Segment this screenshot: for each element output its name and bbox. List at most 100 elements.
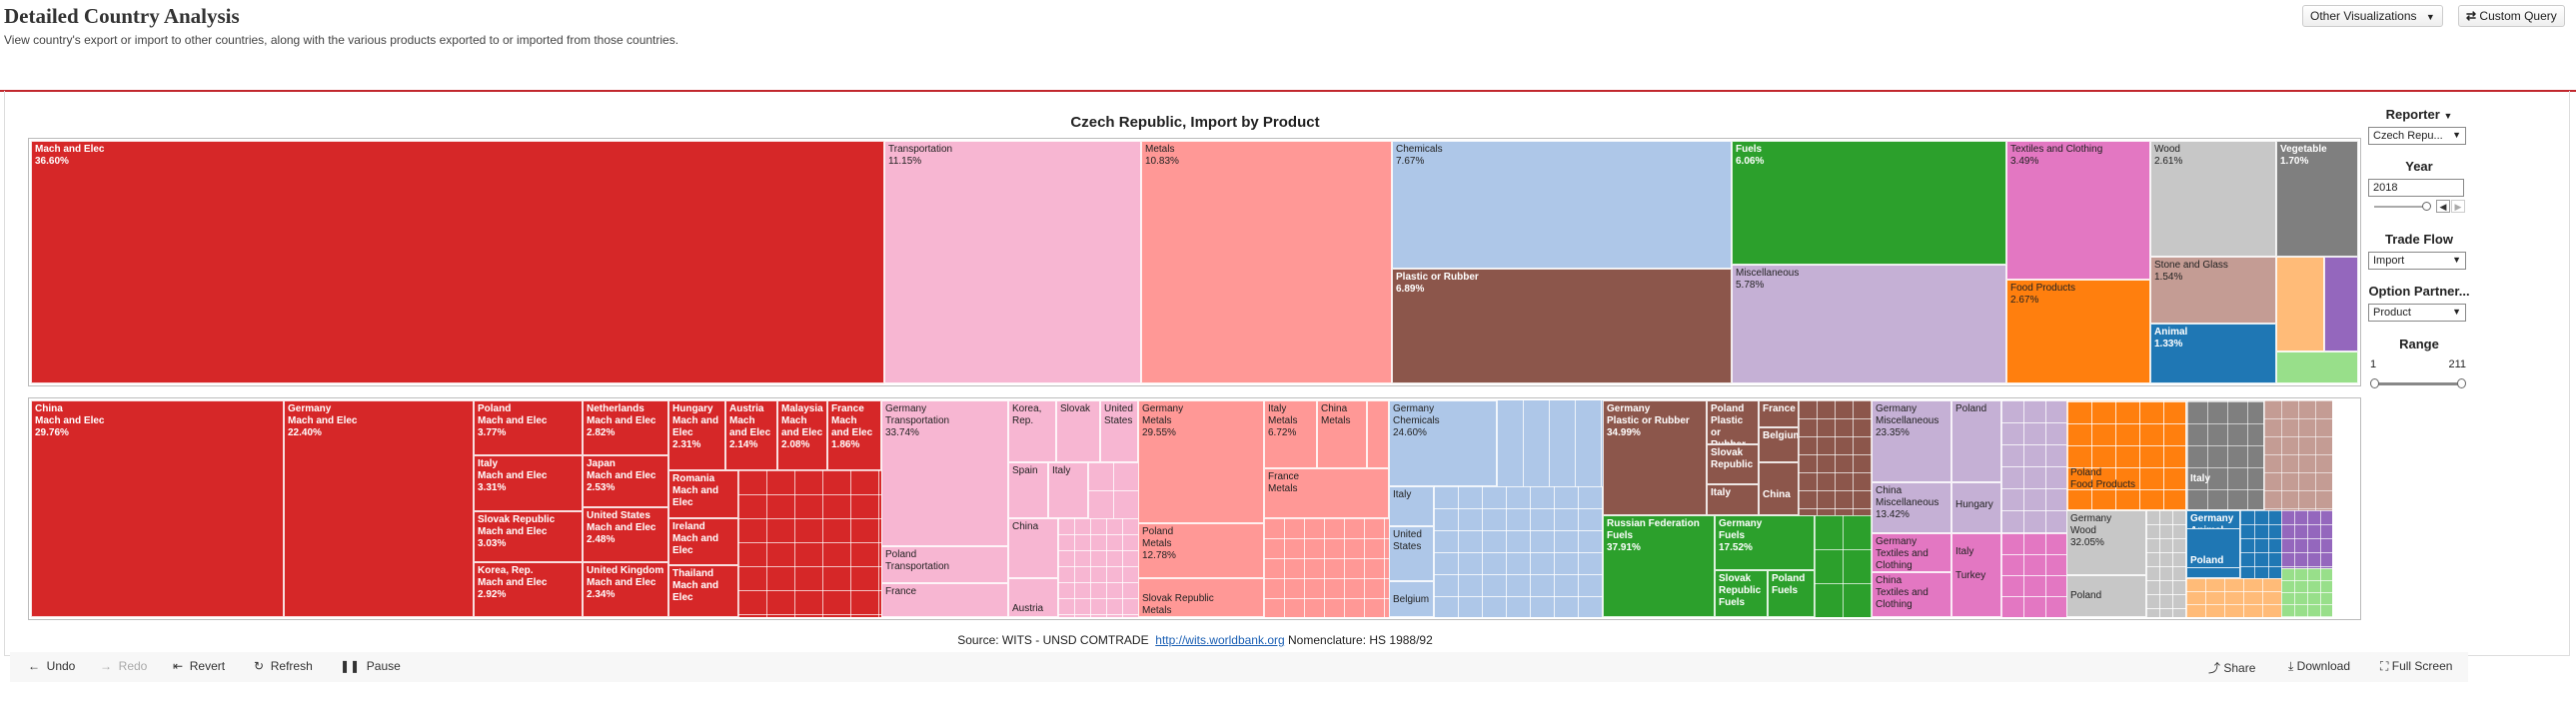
partner-cell[interactable]: United States — [1389, 526, 1434, 581]
partner-cell[interactable]: United States Mach and Elec 2.48% — [583, 507, 668, 562]
partner-cell[interactable]: Romania Mach and Elec — [668, 470, 738, 518]
partner-cell[interactable]: Italy — [1048, 462, 1088, 518]
partner-cell[interactable]: Poland Mach and Elec 3.77% — [474, 400, 583, 455]
partner-cell[interactable]: Italy Turkey — [1951, 533, 2001, 617]
partner-cell[interactable]: Germany Wood 32.05% — [2066, 510, 2146, 575]
partner-cell[interactable]: Poland Food Products — [2066, 400, 2186, 510]
partner-cell[interactable]: Japan Mach and Elec 2.53% — [583, 455, 668, 507]
partner-cell[interactable]: France — [1759, 400, 1799, 427]
partner-cell[interactable]: Austria — [1008, 578, 1058, 617]
partner-cell[interactable]: China Textiles and Clothing — [1872, 572, 1951, 617]
pause-button[interactable]: ❚❚ Pause — [340, 659, 401, 673]
undo-button[interactable]: ← Undo — [28, 659, 76, 673]
partner-cell[interactable]: Slovak Republic Fuels — [1715, 570, 1768, 617]
treemap-cell-plastic-rubber[interactable]: Plastic or Rubber 6.89% — [1392, 269, 1732, 383]
revert-button[interactable]: ⇤ Revert — [173, 659, 226, 673]
redo-button[interactable]: → Redo — [100, 659, 148, 673]
partner-cell[interactable]: Germany Mach and Elec 22.40% — [284, 400, 474, 617]
year-slider-handle[interactable] — [2422, 202, 2431, 211]
partner-cell[interactable]: Slovak — [1056, 400, 1100, 462]
partner-cell[interactable]: China Mach and Elec 29.76% — [31, 400, 284, 617]
treemap-cell-wood[interactable]: Wood 2.61% — [2150, 141, 2276, 257]
partner-cell[interactable]: China — [1759, 462, 1799, 515]
year-slider-track[interactable] — [2374, 206, 2426, 208]
treemap-cell-chemicals[interactable]: Chemicals 7.67% — [1392, 141, 1732, 269]
partner-cell[interactable]: United States — [1100, 400, 1138, 462]
partner-cell[interactable]: Spain — [1008, 462, 1048, 518]
partner-cell[interactable]: Korea, Rep. — [1008, 400, 1056, 462]
year-next-button[interactable]: ▶ — [2451, 200, 2465, 213]
wits-link[interactable]: http://wits.worldbank.org — [1155, 633, 1285, 647]
treemap-cell-small-2[interactable] — [2324, 257, 2358, 352]
partner-cell[interactable]: Hungary Mach and Elec 2.31% — [668, 400, 725, 470]
partner-cell[interactable]: China Metals — [1317, 400, 1367, 468]
partner-cell[interactable]: Korea, Rep. Mach and Elec 2.92% — [474, 562, 583, 617]
treemap-cell-transportation[interactable]: Transportation 11.15% — [884, 141, 1141, 383]
partner-cell[interactable]: United Kingdom Mach and Elec 2.34% — [583, 562, 668, 617]
partner-cell[interactable]: Germany Miscellaneous 23.35% — [1872, 400, 1951, 482]
treemap-cell-textiles[interactable]: Textiles and Clothing 3.49% — [2006, 141, 2150, 280]
reporter-select[interactable]: Czech Repu... ▼ — [2368, 127, 2466, 145]
other-visualizations-dropdown[interactable]: Other Visualizations ▼ — [2302, 5, 2443, 27]
partner-cell[interactable]: Thailand Mach and Elec — [668, 565, 738, 617]
range-slider-max-handle[interactable] — [2457, 378, 2466, 388]
partner-cell[interactable]: Italy — [1707, 484, 1759, 515]
partner-cell[interactable]: Slovak Republic Mach and Elec 3.03% — [474, 511, 583, 562]
partner-cell[interactable]: Hungary — [1951, 482, 2001, 533]
partner-cell[interactable]: Germany Textiles and Clothing — [1872, 533, 1951, 572]
download-button[interactable]: ⤓ Download — [2288, 659, 2351, 673]
partner-cell[interactable]: Slovak Republic — [1707, 444, 1759, 484]
fullscreen-button[interactable]: ⛶ Full Screen — [2380, 659, 2453, 673]
partner-small-category[interactable] — [2281, 510, 2332, 568]
partner-small-category[interactable] — [2186, 578, 2281, 617]
partner-cell[interactable]: Poland Transportation — [881, 546, 1008, 583]
partner-cell[interactable]: Germany Fuels 17.52% — [1715, 515, 1815, 570]
partner-cell[interactable] — [1367, 400, 1389, 468]
partner-cell[interactable]: Poland Fuels — [1768, 570, 1815, 617]
partner-cell[interactable]: Austria Mach and Elec 2.14% — [725, 400, 777, 470]
partner-stone-glass[interactable] — [2264, 400, 2332, 510]
partner-cell[interactable]: Slovak Republic Metals — [1138, 578, 1264, 617]
treemap-cell-small-3[interactable] — [2276, 352, 2358, 383]
treemap-cell-vegetable[interactable]: Vegetable 1.70% — [2276, 141, 2358, 257]
treemap-cell-metals[interactable]: Metals 10.83% — [1141, 141, 1392, 383]
partner-cell[interactable]: Belgium — [1389, 581, 1434, 617]
partner-cell[interactable]: Netherlands Mach and Elec 2.82% — [583, 400, 668, 455]
share-button[interactable]: ⤴ Share — [2208, 661, 2256, 675]
trade-flow-select[interactable]: Import ▼ — [2368, 252, 2466, 270]
treemap-cell-small-1[interactable] — [2276, 257, 2324, 352]
partner-cell[interactable]: China — [1008, 518, 1058, 578]
treemap-cell-miscellaneous[interactable]: Miscellaneous 5.78% — [1732, 265, 2006, 383]
treemap-cell-fuels[interactable]: Fuels 6.06% — [1732, 141, 2006, 265]
partner-cell[interactable]: Poland — [2066, 575, 2146, 617]
range-slider-min-handle[interactable] — [2370, 378, 2379, 388]
option-partner-select[interactable]: Product ▼ — [2368, 304, 2466, 322]
year-prev-button[interactable]: ◀ — [2436, 200, 2450, 213]
partner-cell[interactable]: Germany Metals 29.55% — [1138, 400, 1264, 523]
partner-small-category[interactable] — [2281, 568, 2332, 617]
partner-cell[interactable]: France Mach and Elec 1.86% — [827, 400, 881, 470]
range-slider-track[interactable] — [2374, 382, 2462, 385]
refresh-button[interactable]: ↻ Refresh — [254, 659, 313, 673]
treemap-cell-mach-elec[interactable]: Mach and Elec 36.60% — [31, 141, 884, 383]
treemap-cell-food[interactable]: Food Products 2.67% — [2006, 280, 2150, 383]
partner-cell[interactable]: Germany Chemicals 24.60% — [1389, 400, 1497, 486]
treemap-cell-stone-glass[interactable]: Stone and Glass 1.54% — [2150, 257, 2276, 324]
year-input[interactable]: 2018 — [2368, 179, 2464, 197]
treemap-cell-animal[interactable]: Animal 1.33% — [2150, 324, 2276, 383]
partner-cell[interactable]: Malaysia Mach and Elec 2.08% — [777, 400, 827, 470]
partner-cell[interactable]: China Miscellaneous 13.42% — [1872, 482, 1951, 533]
partner-cell[interactable]: Italy Metals 6.72% — [1264, 400, 1317, 468]
partner-cell[interactable]: Italy Mach and Elec 3.31% — [474, 455, 583, 511]
partner-cell[interactable]: Italy — [1389, 486, 1434, 526]
partner-cell[interactable]: Italy — [2186, 400, 2264, 510]
custom-query-button[interactable]: ⇄ Custom Query — [2458, 5, 2565, 27]
partner-cell[interactable]: Germany Plastic or Rubber 34.99% — [1603, 400, 1707, 515]
partner-cell[interactable]: Belgium — [1759, 427, 1799, 462]
partner-cell[interactable]: Poland — [2186, 528, 2240, 568]
partner-cell[interactable]: Poland — [1951, 400, 2001, 482]
partner-cell[interactable]: Ireland Mach and Elec — [668, 518, 738, 565]
partner-cell[interactable]: France Metals — [1264, 468, 1389, 518]
partner-cell[interactable]: Germany Transportation 33.74% — [881, 400, 1008, 546]
